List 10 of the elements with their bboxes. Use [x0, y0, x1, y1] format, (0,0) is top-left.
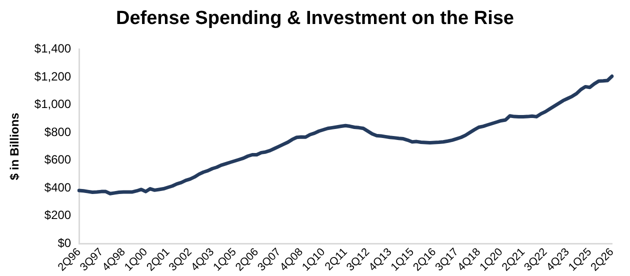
y-tick-label: $0: [58, 236, 72, 250]
y-tick-label: $200: [44, 208, 72, 222]
y-tick-label: $1,200: [34, 69, 72, 84]
y-tick-label: $800: [44, 124, 72, 139]
y-axis-title: $ in Billions: [8, 112, 22, 180]
y-tick-label: $400: [44, 180, 72, 194]
y-tick-label: $1,400: [34, 42, 72, 56]
chart-title: Defense Spending & Investment on the Rise: [114, 7, 516, 31]
y-tick-label: $1,000: [34, 97, 72, 112]
y-tick-label: $600: [44, 152, 72, 167]
